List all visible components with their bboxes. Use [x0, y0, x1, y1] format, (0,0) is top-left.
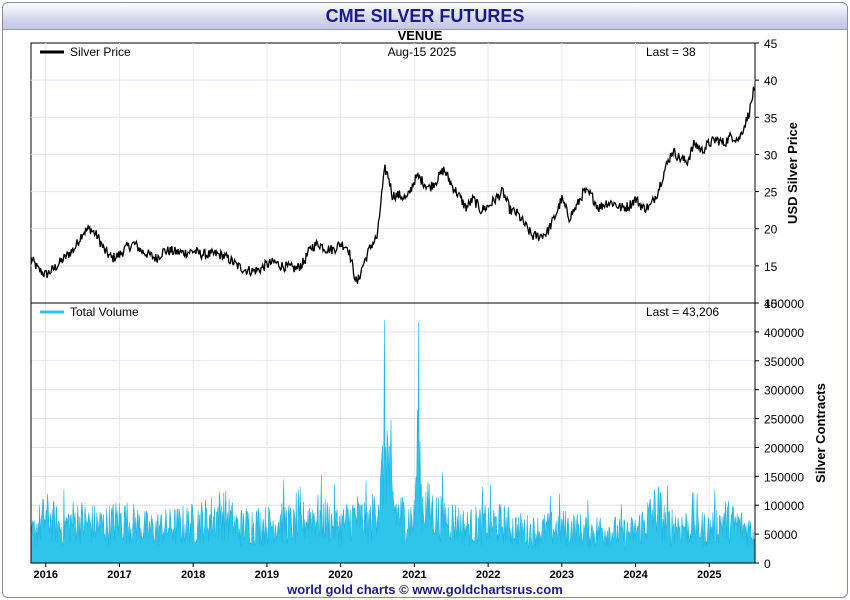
- price-gridlines: [31, 43, 755, 303]
- volume-y-tick-label: 100000: [764, 499, 804, 513]
- x-tick-label: 2019: [255, 569, 279, 581]
- price-date-label: Aug-15 2025: [388, 45, 457, 59]
- x-axis-ticks: 2016 2017 2018 2019 2020 2021 2022 2023 2024 2025: [34, 563, 722, 581]
- volume-y-tick-label: 400000: [764, 326, 804, 340]
- footer-credit: world gold charts © www.goldchartsrus.co…: [287, 582, 563, 597]
- price-y-tick-label: 15: [764, 260, 778, 274]
- total-volume-area: [30, 319, 756, 564]
- price-y-tick-label: 10: [764, 297, 778, 311]
- chart-title: CME SILVER FUTURES: [3, 3, 847, 30]
- price-y-tick-label: 35: [764, 111, 778, 125]
- price-y-tick-label: 30: [764, 148, 778, 162]
- silver-price-line: [30, 86, 755, 284]
- x-tick-label: 2024: [623, 569, 648, 581]
- volume-y-tick-label: 200000: [764, 441, 804, 455]
- price-panel: Silver Price Aug-15 2025 Last = 38 10 15 2…: [30, 37, 800, 311]
- price-legend-label: Silver Price: [70, 45, 131, 59]
- chart-subtitle: VENUE: [398, 28, 443, 43]
- price-y-tick-label: 40: [764, 74, 778, 88]
- x-tick-label: 2021: [402, 569, 426, 581]
- volume-y-tick-label: 50000: [764, 528, 798, 542]
- price-plot-area: [30, 42, 756, 304]
- x-tick-label: 2020: [328, 569, 352, 581]
- volume-y-tick-label: 300000: [764, 384, 804, 398]
- x-tick-label: 2018: [181, 569, 205, 581]
- price-y-axis-label: USD Silver Price: [785, 122, 800, 224]
- volume-y-tick-label: 450000: [764, 297, 804, 311]
- x-tick-label: 2022: [476, 569, 500, 581]
- volume-y-tick-label: 0: [764, 557, 771, 571]
- price-y-ticks: 10 15 20 25 30 35 40 45: [755, 37, 778, 311]
- volume-panel: Total Volume Last = 43,206 0 50000 100000 1…: [30, 297, 828, 571]
- x-tick-label: 2023: [550, 569, 574, 581]
- volume-last-label: Last = 43,206: [646, 305, 719, 319]
- price-y-tick-label: 20: [764, 223, 778, 237]
- volume-plot-border: [30, 302, 756, 564]
- volume-y-tick-label: 150000: [764, 470, 804, 484]
- price-last-label: Last = 38: [646, 45, 696, 59]
- x-tick-label: 2017: [107, 569, 131, 581]
- x-tick-label: 2025: [697, 569, 721, 581]
- price-y-tick-label: 45: [764, 37, 778, 51]
- volume-y-axis-label: Silver Contracts: [813, 383, 828, 483]
- volume-y-tick-label: 250000: [764, 413, 804, 427]
- price-y-tick-label: 25: [764, 186, 778, 200]
- volume-legend-label: Total Volume: [70, 305, 139, 319]
- volume-y-tick-label: 350000: [764, 355, 804, 369]
- volume-y-ticks: 0 50000 100000 150000 200000 250000 300000 3500…: [755, 297, 804, 571]
- x-tick-label: 2016: [34, 569, 58, 581]
